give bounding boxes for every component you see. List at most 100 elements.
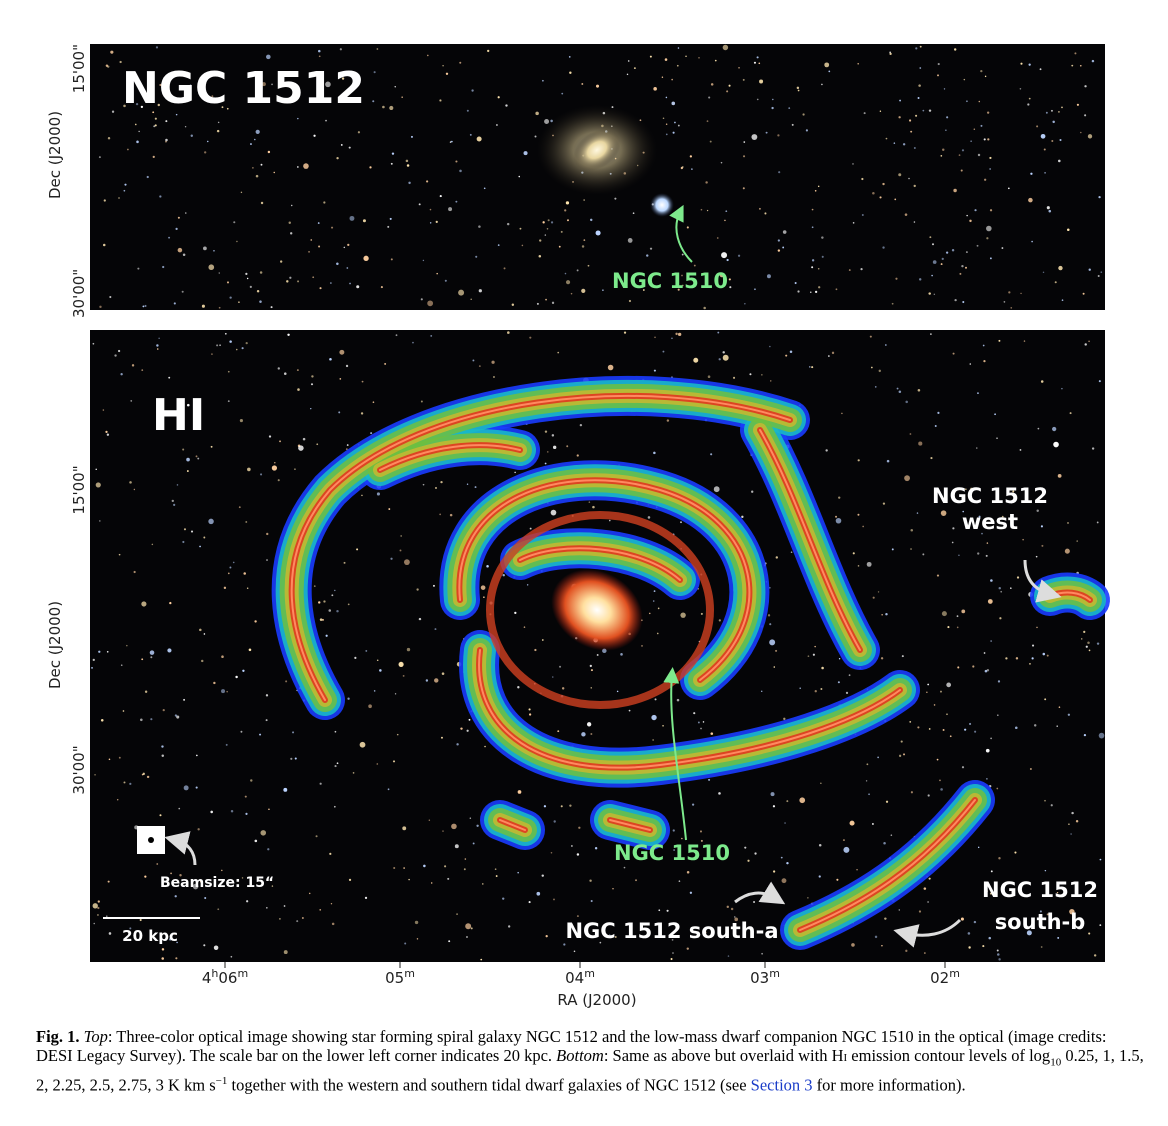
star	[497, 96, 500, 99]
star	[1046, 206, 1050, 210]
star	[981, 532, 983, 535]
star	[1058, 111, 1060, 113]
star	[241, 347, 244, 350]
star	[654, 698, 657, 701]
star	[243, 572, 246, 575]
star	[338, 411, 341, 414]
star	[884, 344, 887, 346]
star	[466, 729, 469, 732]
star	[965, 251, 968, 254]
star	[201, 659, 204, 663]
star	[141, 369, 144, 371]
star	[870, 366, 873, 369]
star	[909, 433, 912, 435]
star	[718, 619, 721, 622]
star	[197, 828, 200, 831]
star	[595, 230, 601, 236]
star	[260, 830, 267, 836]
star	[563, 943, 566, 946]
star	[545, 298, 547, 301]
star	[861, 177, 864, 181]
star	[802, 113, 805, 116]
star	[129, 782, 132, 785]
star	[208, 264, 215, 271]
star	[680, 612, 686, 618]
star	[140, 105, 144, 109]
star	[769, 639, 776, 646]
star	[917, 388, 921, 392]
star	[865, 780, 868, 782]
caption-text: −1	[215, 1075, 228, 1088]
star	[439, 99, 442, 102]
star	[1093, 954, 1097, 957]
star	[517, 790, 522, 794]
star	[1098, 195, 1101, 199]
star	[156, 863, 159, 865]
star	[395, 334, 398, 337]
x-tick-part: m	[949, 967, 960, 980]
star	[653, 451, 656, 455]
caption-text: for more information).	[812, 1075, 966, 1095]
x-tick-part: 04	[565, 969, 584, 987]
star	[890, 834, 893, 836]
star	[769, 345, 771, 348]
star	[1022, 538, 1024, 541]
star	[1066, 228, 1070, 232]
star	[475, 255, 478, 258]
star	[706, 209, 709, 212]
star	[681, 274, 683, 277]
star	[835, 517, 842, 524]
star	[738, 66, 740, 69]
star	[208, 518, 214, 525]
star	[895, 277, 898, 280]
star	[882, 246, 885, 249]
star	[984, 75, 987, 78]
x-axis-label: RA (J2000)	[557, 991, 636, 1009]
x-tick-label: 03m	[750, 967, 780, 987]
star	[141, 658, 144, 661]
star	[1015, 657, 1019, 660]
star	[672, 829, 675, 832]
star	[675, 332, 678, 336]
star	[480, 958, 483, 961]
star	[583, 199, 585, 201]
star	[761, 374, 763, 376]
star	[824, 62, 830, 68]
star	[254, 620, 257, 623]
star	[1042, 652, 1046, 656]
star	[430, 334, 433, 337]
star	[590, 669, 593, 672]
star	[978, 515, 981, 518]
star	[373, 690, 376, 692]
star	[455, 200, 458, 203]
star	[797, 290, 800, 293]
panel-label: NGC 1512	[122, 63, 365, 114]
star	[1082, 292, 1085, 295]
star	[508, 925, 511, 928]
star	[398, 661, 404, 667]
star	[267, 150, 271, 154]
star	[1046, 913, 1049, 916]
star	[161, 957, 165, 960]
star	[961, 149, 965, 152]
star	[737, 254, 741, 257]
star	[1026, 930, 1032, 936]
star	[982, 945, 985, 948]
star	[390, 258, 393, 261]
star	[893, 142, 896, 144]
star	[885, 137, 888, 140]
star	[769, 587, 771, 589]
star	[315, 835, 318, 838]
star	[671, 78, 673, 81]
star	[1029, 663, 1031, 665]
star	[919, 67, 922, 69]
star	[469, 817, 472, 819]
star	[1036, 125, 1039, 128]
arrow	[669, 204, 693, 263]
caption-text[interactable]: Section 3	[750, 1075, 813, 1095]
star	[905, 949, 908, 952]
star	[1014, 851, 1017, 854]
star	[1058, 159, 1061, 163]
star	[161, 745, 164, 748]
star	[331, 226, 334, 229]
